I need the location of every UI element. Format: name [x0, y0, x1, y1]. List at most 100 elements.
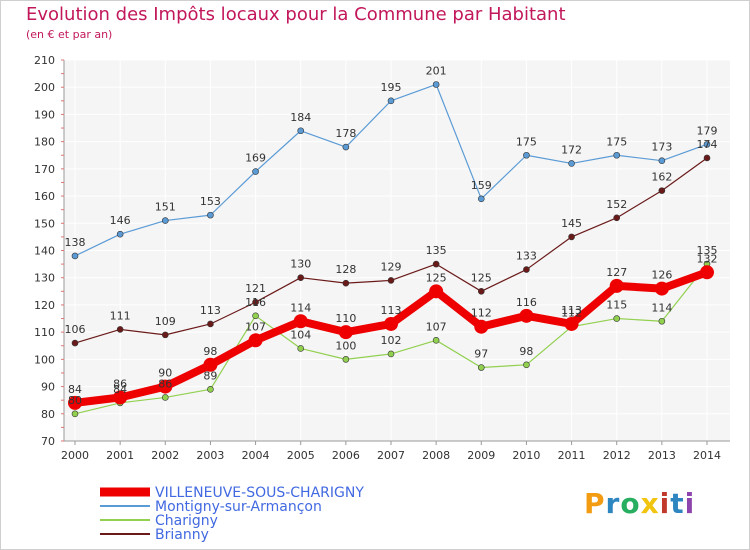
data-label: 153 [200, 195, 221, 208]
data-point [613, 214, 621, 222]
data-point [293, 314, 308, 329]
data-point [609, 278, 624, 293]
x-tick-label: 2013 [648, 449, 676, 462]
data-label: 116 [516, 296, 537, 309]
x-tick-label: 2000 [61, 449, 89, 462]
data-label: 175 [606, 135, 627, 148]
data-point [519, 308, 534, 323]
data-label: 100 [335, 339, 356, 352]
data-label: 84 [68, 383, 82, 396]
data-label: 174 [697, 138, 718, 151]
data-label: 104 [290, 328, 311, 341]
data-point [71, 410, 79, 418]
data-label: 116 [245, 296, 266, 309]
y-tick-label: 170 [34, 163, 55, 176]
data-point [203, 357, 218, 372]
data-point [297, 127, 305, 135]
legend-label: Brianny [155, 527, 209, 543]
data-point [568, 160, 575, 167]
data-label: 125 [471, 271, 492, 284]
data-point [432, 81, 440, 88]
data-label: 184 [290, 111, 311, 124]
x-tick-label: 2007 [377, 449, 405, 462]
data-label: 80 [68, 394, 82, 407]
x-tick-label: 2004 [242, 449, 270, 462]
data-label: 179 [697, 124, 718, 137]
chart-subtitle: (en € et par an) [26, 28, 113, 41]
data-label: 201 [426, 64, 447, 77]
x-tick-label: 2014 [693, 449, 721, 462]
data-point [248, 333, 263, 348]
data-label: 107 [245, 320, 266, 333]
logo-letter: o [620, 487, 641, 520]
data-point [116, 230, 124, 238]
logo-letter: i [684, 487, 696, 520]
data-point [474, 319, 489, 334]
data-point [613, 315, 621, 322]
data-label: 109 [155, 315, 176, 328]
data-point [71, 339, 79, 347]
data-point [158, 379, 173, 394]
data-label: 86 [158, 377, 172, 390]
data-point [564, 316, 579, 331]
data-label: 145 [561, 217, 582, 230]
data-point [658, 317, 666, 325]
data-label: 107 [426, 320, 447, 333]
data-point [700, 265, 714, 280]
data-label: 129 [381, 260, 402, 273]
data-label: 121 [245, 282, 266, 295]
data-point [654, 281, 669, 296]
data-point [342, 279, 350, 287]
data-label: 173 [651, 141, 672, 154]
x-tick-label: 2010 [512, 449, 540, 462]
y-tick-label: 130 [34, 272, 55, 285]
x-tick-label: 2009 [467, 449, 495, 462]
y-tick-label: 90 [41, 381, 55, 394]
data-label: 178 [335, 127, 356, 140]
data-label: 175 [516, 135, 537, 148]
data-point [207, 320, 214, 328]
data-point [252, 168, 259, 175]
y-tick-label: 210 [34, 54, 55, 67]
data-point [252, 312, 259, 320]
data-label: 151 [155, 201, 176, 214]
data-point [161, 394, 169, 401]
legend-label: Montigny-sur-Armançon [155, 499, 322, 515]
data-point [113, 390, 128, 405]
data-label: 169 [245, 152, 266, 165]
data-label: 159 [471, 179, 492, 192]
data-label: 126 [651, 269, 672, 282]
data-label: 102 [381, 334, 402, 347]
data-point [613, 151, 621, 159]
chart-title: Evolution des Impôts locaux pour la Comm… [26, 4, 566, 25]
x-tick-label: 2008 [422, 449, 450, 462]
data-point [342, 356, 350, 363]
data-point [477, 288, 485, 295]
logo-letter: P [584, 487, 606, 520]
proxiti-logo: Proxiti [584, 487, 695, 520]
data-label: 111 [110, 309, 131, 322]
data-label: 84 [113, 383, 127, 396]
data-point [387, 97, 395, 105]
data-label: 130 [290, 258, 311, 271]
legend-label: Charigny [155, 513, 218, 529]
data-label: 114 [651, 301, 672, 314]
x-tick-label: 2012 [603, 449, 631, 462]
data-label: 114 [290, 301, 311, 314]
logo-letter: x [640, 487, 660, 520]
x-tick-label: 2006 [332, 449, 360, 462]
data-label: 162 [651, 171, 672, 184]
y-tick-label: 70 [41, 435, 55, 448]
data-label: 113 [381, 304, 402, 317]
data-point [338, 325, 353, 340]
data-label: 110 [335, 312, 356, 325]
data-point [116, 326, 124, 333]
y-tick-label: 100 [34, 353, 55, 366]
data-label: 98 [203, 345, 217, 358]
data-label: 115 [606, 299, 627, 312]
data-point [161, 217, 169, 224]
data-point [161, 331, 169, 339]
data-point [297, 274, 305, 282]
x-tick-label: 2003 [196, 449, 224, 462]
